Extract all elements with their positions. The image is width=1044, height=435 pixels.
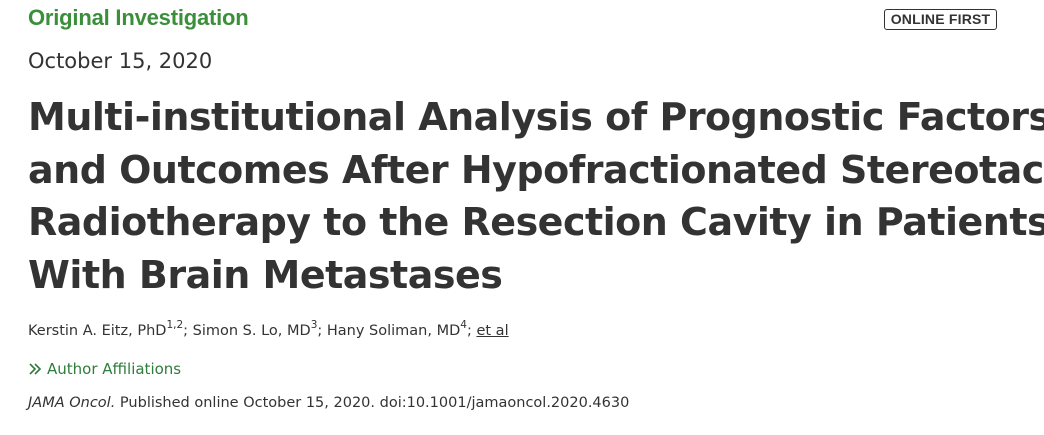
author-separator: ; [466, 322, 477, 339]
author-affiliations-label: Author Affiliations [47, 360, 182, 378]
title-line: Radiotherapy to the Resection Cavity in … [28, 200, 1044, 244]
article-title: Multi-institutional Analysis of Prognost… [28, 91, 1044, 301]
author-affiliations-toggle[interactable]: Author Affiliations [28, 360, 181, 378]
title-line: and Outcomes After Hypofractionated Ster… [28, 147, 1044, 192]
citation-text: Published online October 15, 2020. doi:1… [115, 395, 630, 411]
author-name: Hany Soliman, MD [326, 322, 461, 339]
author-affiliation-ref: 1,2 [166, 319, 184, 331]
author-list: Kerstin A. Eitz, PhD1,2; Simon S. Lo, MD… [28, 319, 509, 339]
author-affiliation-ref: 3 [310, 319, 318, 331]
title-line: Multi-institutional Analysis of Prognost… [28, 95, 1044, 139]
et-al-link[interactable]: et al [476, 322, 509, 339]
author-name: Kerstin A. Eitz, PhD [28, 322, 167, 339]
author-separator: ; [183, 322, 193, 339]
online-first-badge: ONLINE FIRST [884, 9, 997, 30]
title-line: With Brain Metastases [28, 252, 503, 297]
citation: JAMA Oncol. Published online October 15,… [28, 395, 629, 411]
double-chevron-right-icon [29, 363, 42, 375]
author-name: Simon S. Lo, MD [192, 322, 311, 339]
author-separator: ; [317, 322, 327, 339]
publication-date: October 15, 2020 [28, 49, 213, 73]
section-label: Original Investigation [28, 5, 249, 30]
author-affiliation-ref: 4 [460, 319, 467, 331]
journal-name: JAMA Oncol. [28, 395, 116, 411]
